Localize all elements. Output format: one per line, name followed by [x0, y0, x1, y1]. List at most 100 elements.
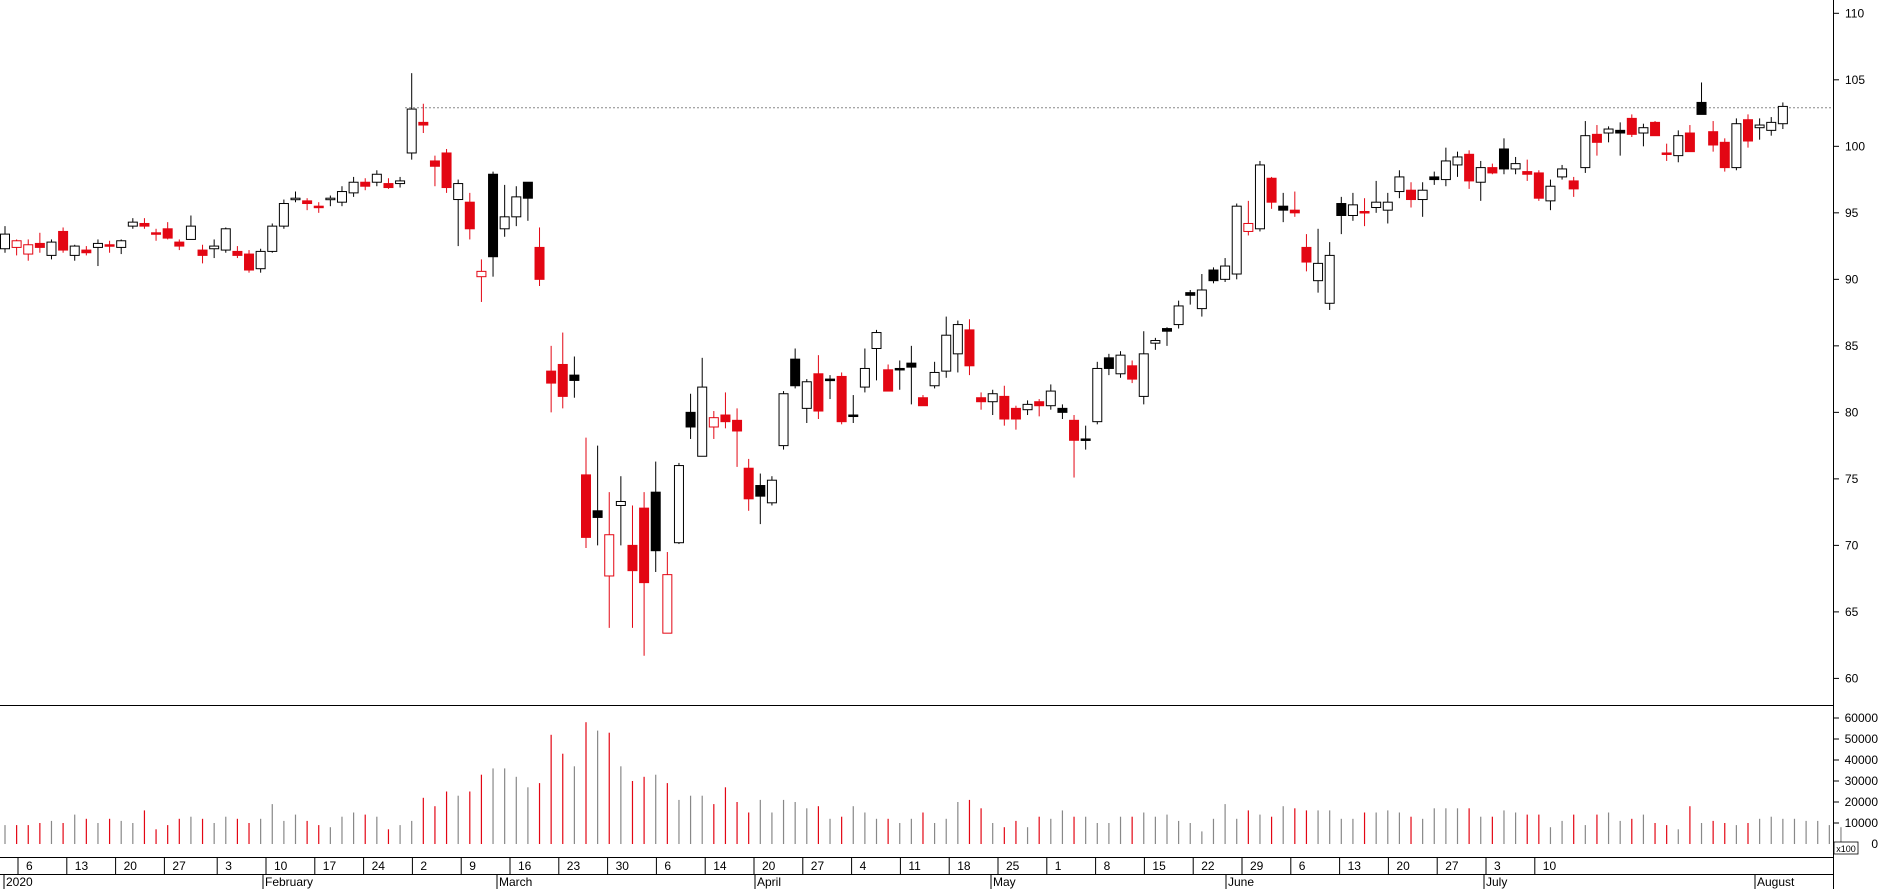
candle-body: [964, 329, 975, 367]
candle: [1278, 192, 1289, 223]
volume-panel: [4, 722, 1842, 844]
candle-body: [766, 479, 777, 504]
candle-body: [313, 205, 324, 209]
candle: [1173, 300, 1184, 329]
volume-tick-label: 10000: [1845, 816, 1879, 830]
candle: [1057, 404, 1068, 420]
x-tick-label: 3: [1494, 859, 1501, 873]
x-tick-label: 29: [1250, 859, 1264, 873]
candle-body: [1626, 117, 1637, 135]
candle: [987, 389, 998, 416]
candle: [836, 372, 847, 425]
candle: [615, 476, 626, 546]
x-tick-label: 20: [124, 859, 138, 873]
candle: [1650, 121, 1661, 137]
candle-body: [406, 108, 417, 154]
candle-body: [511, 196, 522, 218]
candle: [116, 239, 127, 255]
candle-body: [790, 358, 801, 387]
volume-unit-box: [1833, 841, 1859, 855]
candle-body: [69, 245, 80, 256]
candle-body: [360, 181, 371, 187]
y-tick-label: 80: [1845, 405, 1859, 419]
candle-body: [1243, 222, 1254, 232]
candle-body: [1522, 171, 1533, 175]
candle: [1406, 182, 1417, 208]
candle: [743, 458, 754, 511]
candle-body: [255, 250, 266, 270]
candle-body: [499, 216, 510, 230]
candle-body: [1510, 163, 1521, 170]
candle-body: [220, 228, 231, 251]
candle: [871, 329, 882, 381]
candle-body: [464, 201, 475, 230]
candle-body: [1371, 201, 1382, 209]
candle-body: [1196, 289, 1207, 310]
candle: [627, 505, 638, 628]
candle: [534, 227, 545, 286]
x-tick-label: 17: [323, 859, 337, 873]
candle: [1254, 160, 1265, 232]
candle: [267, 223, 278, 253]
candle-body: [139, 222, 150, 227]
candle-body: [1743, 119, 1753, 142]
x-tick-label: 27: [1445, 859, 1459, 873]
candle: [1359, 198, 1370, 227]
candle: [1591, 125, 1602, 156]
candle: [499, 184, 510, 237]
candle: [1429, 171, 1440, 185]
candle: [1382, 192, 1393, 224]
candle-body: [34, 242, 45, 248]
candle: [302, 198, 313, 211]
x-tick-label: 11: [908, 859, 921, 873]
candle-body: [162, 228, 173, 239]
candle-body: [952, 324, 963, 355]
candle-body: [1591, 133, 1602, 143]
candle: [522, 181, 533, 221]
x-tick-label: 27: [172, 859, 186, 873]
candle-body: [1475, 167, 1486, 183]
candle-body: [441, 152, 452, 189]
candle: [848, 395, 859, 423]
volume-tick-label: 30000: [1845, 774, 1879, 788]
candle: [1533, 170, 1544, 201]
x-tick-label: 14: [713, 859, 727, 873]
candle-body: [1057, 407, 1068, 413]
candle: [1626, 114, 1637, 138]
x-tick-label: 13: [75, 859, 89, 873]
candle-body: [232, 250, 243, 256]
candle-body: [1034, 401, 1045, 407]
x-tick-label: 3: [225, 859, 232, 873]
candle: [127, 218, 138, 229]
candle-body: [534, 246, 545, 280]
candle-body: [1278, 205, 1289, 211]
candle-body: [1231, 205, 1242, 275]
candle-body: [999, 395, 1010, 420]
x-tick-label: 22: [1201, 859, 1215, 873]
month-label: May: [993, 875, 1016, 889]
candle-body: [522, 181, 533, 199]
candle-body: [1359, 211, 1370, 214]
month-label: June: [1228, 875, 1254, 889]
month-label: July: [1486, 875, 1507, 889]
candle-body: [987, 393, 998, 403]
candle: [604, 492, 615, 628]
candle-body: [813, 373, 824, 412]
y-tick-label: 105: [1845, 73, 1865, 87]
candle-body: [627, 544, 638, 572]
candle: [0, 226, 10, 253]
candle: [1045, 384, 1056, 410]
candle-body: [1045, 390, 1056, 407]
candle: [23, 239, 34, 261]
candle: [732, 408, 743, 467]
candle-body: [104, 244, 115, 247]
candle-body: [1022, 403, 1033, 411]
x-tick-label: 25: [1006, 859, 1020, 873]
candle-body: [92, 242, 103, 248]
candle-body: [290, 197, 301, 201]
candle: [917, 395, 928, 407]
candle: [999, 385, 1010, 426]
candle-body: [1092, 367, 1103, 423]
candle-body: [801, 381, 812, 409]
